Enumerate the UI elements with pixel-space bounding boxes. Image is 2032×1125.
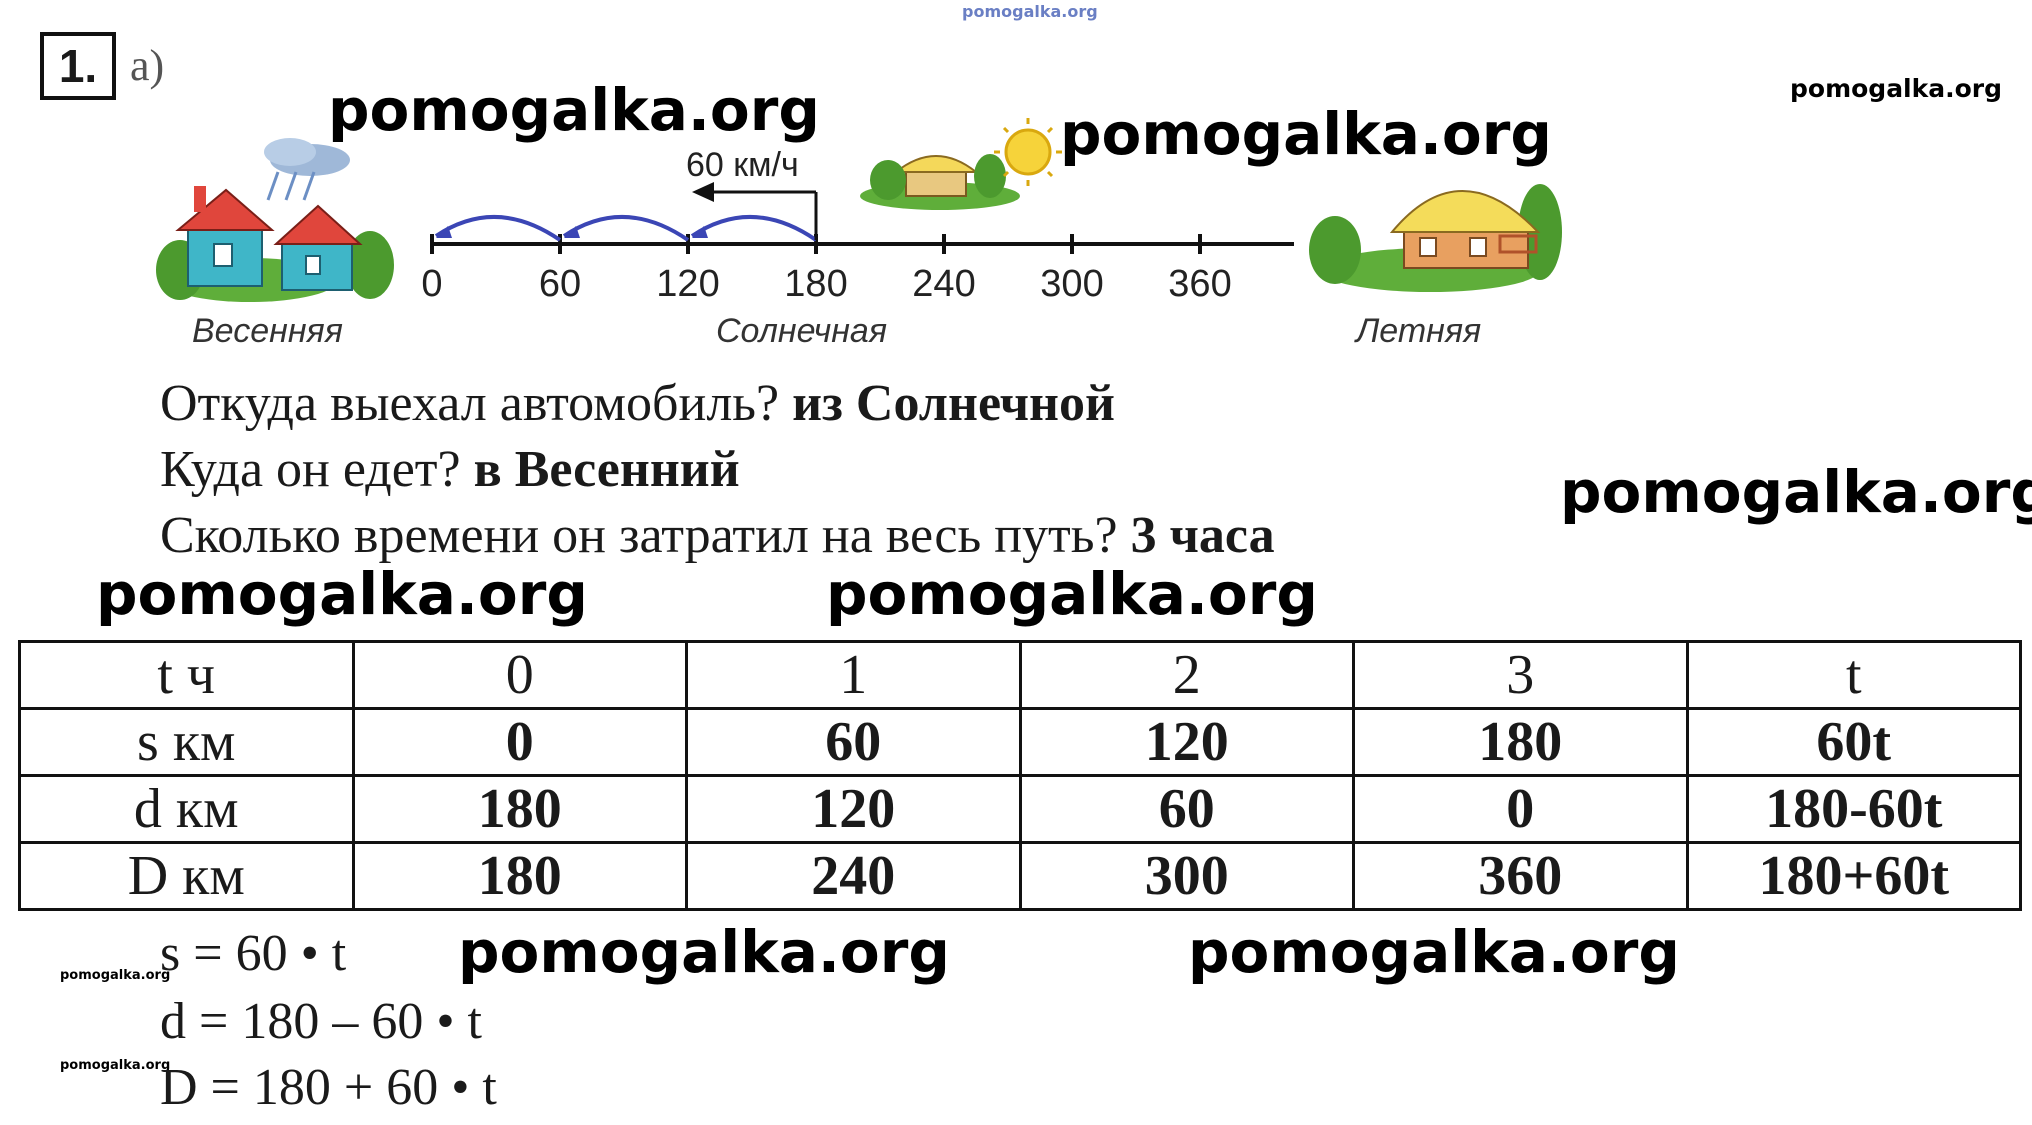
table-cell: 240 <box>685 841 1022 911</box>
tick-label-120: 120 <box>656 263 719 305</box>
row-label-t: t ч <box>18 640 355 710</box>
question-2-text: Куда он едет? <box>160 441 461 498</box>
question-3: Сколько времени он затратил на весь путь… <box>160 506 1275 565</box>
table-cell: t <box>1685 640 2022 710</box>
speed-label: 60 км/ч <box>686 146 799 184</box>
watermark-8: pomogalka.org <box>1188 918 1680 986</box>
summer-village-illustration <box>1309 184 1562 292</box>
watermark-6: pomogalka.org <box>826 560 1318 628</box>
watermark-5: pomogalka.org <box>96 560 588 628</box>
watermark-3: pomogalka.org <box>1790 74 2003 103</box>
formula-D: D = 180 + 60 • t <box>160 1059 497 1116</box>
tick-marks <box>430 234 1202 254</box>
table-cell: 180+60t <box>1685 841 2022 911</box>
table-cell: 60t <box>1685 707 2022 777</box>
row-label-s: s км <box>18 707 355 777</box>
table-row-t: t ч 0 1 2 3 t <box>18 640 2022 710</box>
watermark-9: pomogalka.org <box>60 968 171 983</box>
table-cell: 120 <box>1018 707 1355 777</box>
watermark-10: pomogalka.org <box>60 1058 171 1073</box>
table-cell: 120 <box>685 774 1022 844</box>
table-cell: 180-60t <box>1685 774 2022 844</box>
table-cell: 60 <box>685 707 1022 777</box>
answer-1: из Солнечной <box>792 375 1115 432</box>
arc-arrowheads <box>436 226 708 238</box>
table-cell: 1 <box>685 640 1022 710</box>
watermark-1: pomogalka.org <box>328 76 820 144</box>
table-cell: 300 <box>1018 841 1355 911</box>
table-cell: 60 <box>1018 774 1355 844</box>
town-label-summer: Летняя <box>1356 312 1482 350</box>
tick-label-300: 300 <box>1040 263 1103 305</box>
town-label-sunny: Солнечная <box>716 312 887 350</box>
table-cell: 0 <box>351 707 688 777</box>
table-row-D: D км 180 240 300 360 180+60t <box>18 841 2022 911</box>
watermark-top: pomogalka.org <box>962 2 1098 21</box>
table-cell: 2 <box>1018 640 1355 710</box>
table-row-d: d км 180 120 60 0 180-60t <box>18 774 2022 844</box>
watermark-7: pomogalka.org <box>458 918 950 986</box>
number-line-diagram: 0 60 120 180 240 300 360 60 км/ч <box>156 118 1562 305</box>
answer-2: в Весенний <box>473 441 740 498</box>
jump-arcs <box>434 215 818 242</box>
formula-d: d = 180 – 60 • t <box>160 993 482 1050</box>
tick-label-240: 240 <box>912 263 975 305</box>
tick-label-0: 0 <box>421 263 442 305</box>
question-1: Откуда выехал автомобиль? из Солнечной <box>160 374 1115 433</box>
tick-label-60: 60 <box>539 263 581 305</box>
answer-3: 3 часа <box>1130 507 1275 564</box>
row-label-d: d км <box>18 774 355 844</box>
town-label-spring: Весенняя <box>192 312 343 350</box>
tick-label-180: 180 <box>784 263 847 305</box>
tick-label-360: 360 <box>1168 263 1231 305</box>
table-row-s: s км 0 60 120 180 60t <box>18 707 2022 777</box>
row-label-D: D км <box>18 841 355 911</box>
question-3-text: Сколько времени он затратил на весь путь… <box>160 507 1118 564</box>
table-cell: 180 <box>351 841 688 911</box>
question-2: Куда он едет? в Весенний <box>160 440 740 499</box>
table-cell: 180 <box>1352 707 1689 777</box>
table-cell: 360 <box>1352 841 1689 911</box>
sunny-village-illustration <box>860 118 1062 210</box>
values-table: t ч 0 1 2 3 t s км 0 60 120 180 60t d км… <box>18 640 2022 911</box>
table-cell: 0 <box>351 640 688 710</box>
table-cell: 0 <box>1352 774 1689 844</box>
task-number: 1. <box>40 32 116 100</box>
question-1-text: Откуда выехал автомобиль? <box>160 375 780 432</box>
formula-s: s = 60 • t <box>160 925 347 982</box>
task-letter: а) <box>130 41 165 90</box>
watermark-2: pomogalka.org <box>1060 100 1552 168</box>
spring-village-illustration <box>156 138 394 302</box>
table-cell: 180 <box>351 774 688 844</box>
watermark-4: pomogalka.org <box>1560 458 2032 526</box>
table-cell: 3 <box>1352 640 1689 710</box>
direction-arrow <box>692 182 818 240</box>
